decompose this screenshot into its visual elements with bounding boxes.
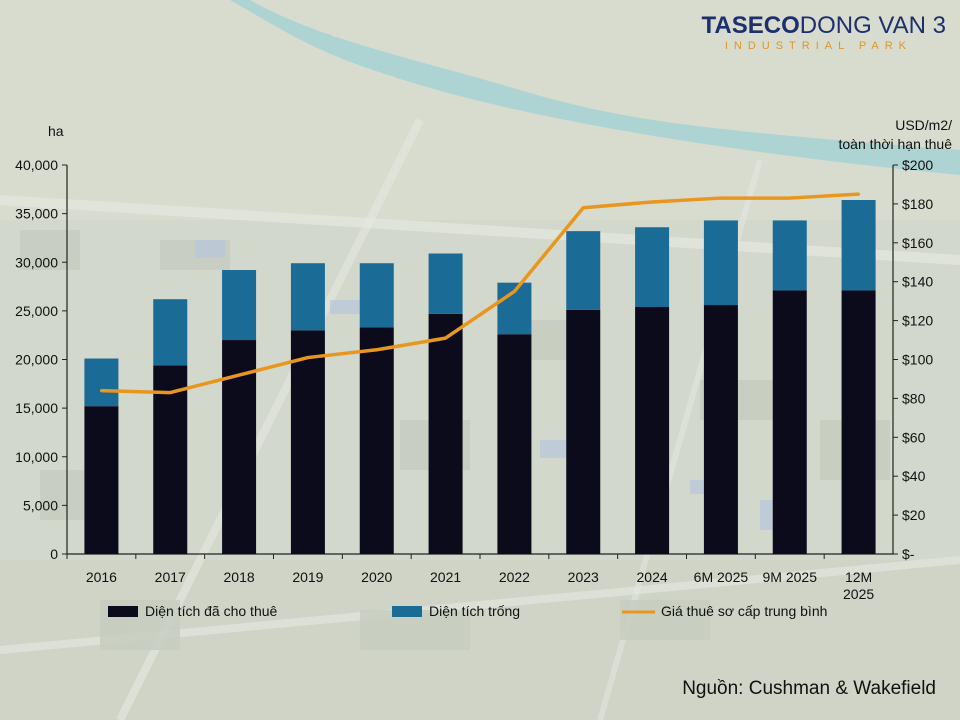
right-tick-label: $20 xyxy=(902,507,926,523)
bar-leased xyxy=(153,365,188,554)
legend-swatch-vacant xyxy=(392,606,422,617)
x-tick-label: 12M 2025 xyxy=(843,569,874,602)
x-tick-label: 2019 xyxy=(292,569,323,585)
bar-leased xyxy=(428,313,463,554)
legend-label-price: Giá thuê sơ cấp trung bình xyxy=(661,603,827,619)
left-tick-label: 25,000 xyxy=(15,303,58,319)
right-tick-label: $80 xyxy=(902,390,926,406)
left-tick-label: 20,000 xyxy=(15,352,58,368)
left-tick-label: 15,000 xyxy=(15,400,58,416)
right-tick-label: $40 xyxy=(902,468,926,484)
bar-vacant xyxy=(84,358,119,407)
right-tick-label: $120 xyxy=(902,313,933,329)
bar-leased xyxy=(703,305,738,554)
right-tick-label: $- xyxy=(902,546,915,562)
bar-vacant xyxy=(841,200,876,291)
source-note: Nguồn: Cushman & Wakefield xyxy=(682,678,936,699)
left-tick-label: 0 xyxy=(50,546,58,562)
right-tick-label: $160 xyxy=(902,235,933,251)
right-axis-unit-label-line1: USD/m2/ xyxy=(895,117,952,133)
x-tick-label: 2023 xyxy=(568,569,599,585)
right-tick-label: $100 xyxy=(902,352,933,368)
price-point xyxy=(581,206,585,210)
bar-vacant xyxy=(635,227,670,307)
right-tick-label: $180 xyxy=(902,196,933,212)
right-axis-unit-label-line2: toàn thời hạn thuê xyxy=(839,136,953,152)
logo-brand-part1: TASECO xyxy=(701,12,800,39)
left-tick-label: 35,000 xyxy=(15,206,58,222)
left-axis-unit-label: ha xyxy=(48,123,64,139)
taseco-logo: TASECODONG VAN 3 INDUSTRIAL PARK xyxy=(702,12,946,52)
price-point xyxy=(650,200,654,204)
x-tick-label: 2020 xyxy=(361,569,392,585)
price-point xyxy=(444,336,448,340)
left-tick-label: 30,000 xyxy=(15,254,58,270)
price-point xyxy=(237,373,241,377)
x-tick-label: 6M 2025 xyxy=(694,569,749,585)
left-tick-label: 10,000 xyxy=(15,449,58,465)
left-tick-label: 40,000 xyxy=(15,157,58,173)
x-tick-label: 2018 xyxy=(224,569,255,585)
bar-series xyxy=(84,200,876,554)
bar-leased xyxy=(566,309,601,554)
price-point xyxy=(512,289,516,293)
bar-vacant xyxy=(290,263,325,331)
price-point xyxy=(168,391,172,395)
chart-axes xyxy=(62,164,898,559)
price-point xyxy=(99,389,103,393)
bar-vacant xyxy=(566,231,601,310)
bar-leased xyxy=(359,327,394,554)
price-point xyxy=(306,356,310,360)
left-tick-label: 5,000 xyxy=(23,497,58,513)
bar-leased xyxy=(84,406,119,554)
x-tick-label: 2017 xyxy=(155,569,186,585)
x-tick-label: 2016 xyxy=(86,569,117,585)
bar-leased xyxy=(290,330,325,554)
legend-label-vacant: Diện tích trống xyxy=(429,603,520,619)
price-point xyxy=(375,348,379,352)
bar-vacant xyxy=(359,263,394,328)
right-tick-label: $60 xyxy=(902,429,926,445)
legend-label-leased: Diện tích đã cho thuê xyxy=(145,603,278,619)
axis-tick-labels: 0 5,000 10,000 15,000 20,000 25,000 30,000 35,0… xyxy=(15,117,952,602)
x-tick-label: 2024 xyxy=(637,569,668,585)
price-line-series xyxy=(99,192,861,395)
bar-leased xyxy=(497,334,532,554)
price-point xyxy=(788,196,792,200)
price-point xyxy=(857,192,861,196)
legend-swatch-leased xyxy=(108,606,138,617)
logo-brand-part2: DONG VAN 3 xyxy=(799,12,946,39)
bar-vacant xyxy=(428,253,463,314)
bar-vacant xyxy=(222,270,257,341)
bar-leased xyxy=(772,290,807,554)
right-tick-label: $140 xyxy=(902,274,933,290)
bar-vacant xyxy=(772,220,807,291)
x-tick-label: 2021 xyxy=(430,569,461,585)
bar-leased xyxy=(841,290,876,554)
x-tick-label: 2022 xyxy=(499,569,530,585)
bar-vacant xyxy=(703,220,738,306)
bar-leased xyxy=(635,306,670,554)
price-line xyxy=(101,192,859,395)
right-tick-label: $200 xyxy=(902,157,933,173)
x-tick-label: 9M 2025 xyxy=(763,569,818,585)
chart-legend: Diện tích đã cho thuê Diện tích trống Giá … xyxy=(108,603,827,619)
logo-subtitle: INDUSTRIAL PARK xyxy=(724,40,912,52)
bar-vacant xyxy=(153,299,188,366)
price-point xyxy=(719,196,723,200)
